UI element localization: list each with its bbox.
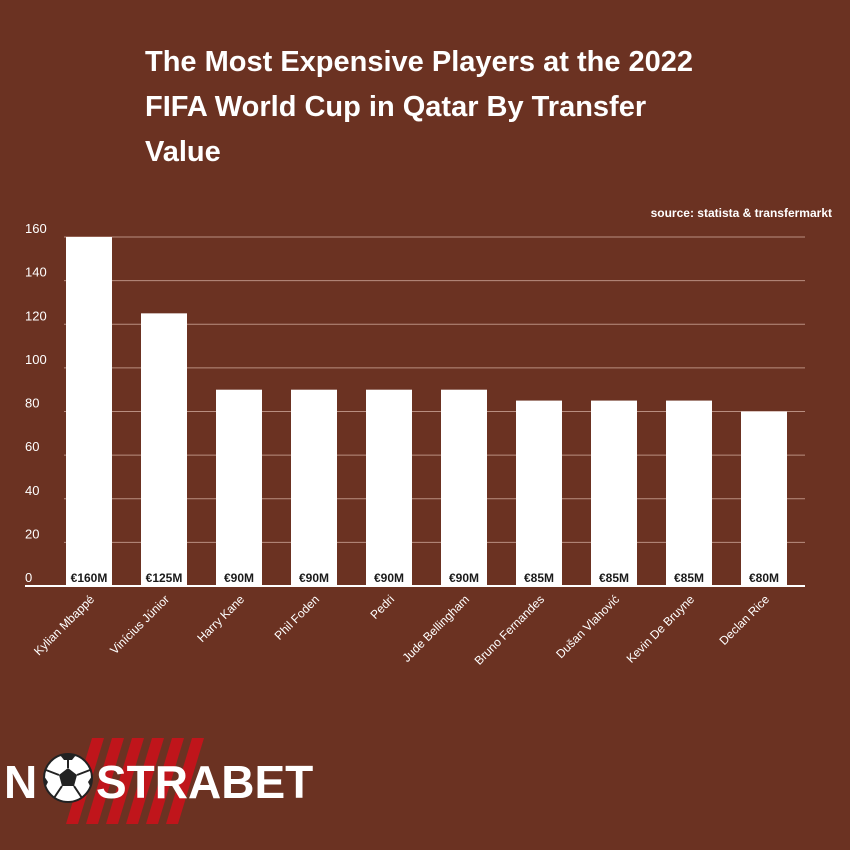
y-tick-label: 120 — [25, 308, 47, 323]
bar — [216, 389, 262, 586]
chart-title: The Most Expensive Players at the 2022 F… — [145, 46, 694, 168]
x-tick-label: Kevin De Bruyne — [624, 592, 698, 666]
soccer-ball-icon — [43, 753, 93, 803]
y-tick-label: 100 — [25, 352, 47, 367]
bar — [591, 400, 637, 586]
logo-letter-n: N — [4, 756, 37, 808]
bar — [516, 400, 562, 586]
bar — [66, 237, 112, 586]
x-tick-label: Harry Kane — [194, 592, 247, 645]
y-tick-label: 160 — [25, 221, 47, 236]
x-tick-label: Declan Rice — [716, 592, 772, 648]
bar-data-label: €85M — [599, 571, 629, 585]
x-tick-label: Kylian Mbappé — [31, 592, 97, 658]
x-tick-label: Bruno Fernandes — [472, 592, 547, 667]
x-tick-label: Jude Bellingham — [399, 592, 472, 665]
x-tick-label: Pedri — [367, 592, 397, 622]
y-tick-label: 20 — [25, 526, 39, 541]
bar-data-label: €160M — [71, 571, 108, 585]
y-tick-label: 140 — [25, 265, 47, 280]
x-tick-label: Dušan Vlahović — [553, 592, 622, 661]
bar-chart: 0 20 40 60 80 100 120 140 160 €160M Kylian Mbappé €… — [25, 221, 805, 668]
source-note: source: statista & transfermarkt — [650, 206, 832, 220]
bar-data-label: €85M — [524, 571, 554, 585]
bar — [441, 389, 487, 586]
logo-stripes — [66, 738, 204, 824]
bar — [666, 400, 712, 586]
bar — [291, 389, 337, 586]
bar-data-label: €80M — [749, 571, 779, 585]
bar-data-label: €90M — [374, 571, 404, 585]
bar — [366, 389, 412, 586]
bar — [741, 411, 787, 586]
y-tick-label: 40 — [25, 483, 39, 498]
x-tick-label: Phil Foden — [272, 592, 322, 642]
y-tick-label: 80 — [25, 396, 39, 411]
bar-data-label: €125M — [146, 571, 183, 585]
logo-text-strabet: STRABET — [96, 756, 313, 808]
x-tick-label: Vinícius Júnior — [107, 592, 172, 657]
bar — [141, 313, 187, 586]
bar-data-label: €90M — [224, 571, 254, 585]
bar-data-label: €90M — [449, 571, 479, 585]
bar-data-label: €90M — [299, 571, 329, 585]
y-tick-label: 60 — [25, 439, 39, 454]
bar-data-label: €85M — [674, 571, 704, 585]
nostrabet-logo: N STRABET — [4, 738, 313, 824]
y-tick-label: 0 — [25, 570, 32, 585]
